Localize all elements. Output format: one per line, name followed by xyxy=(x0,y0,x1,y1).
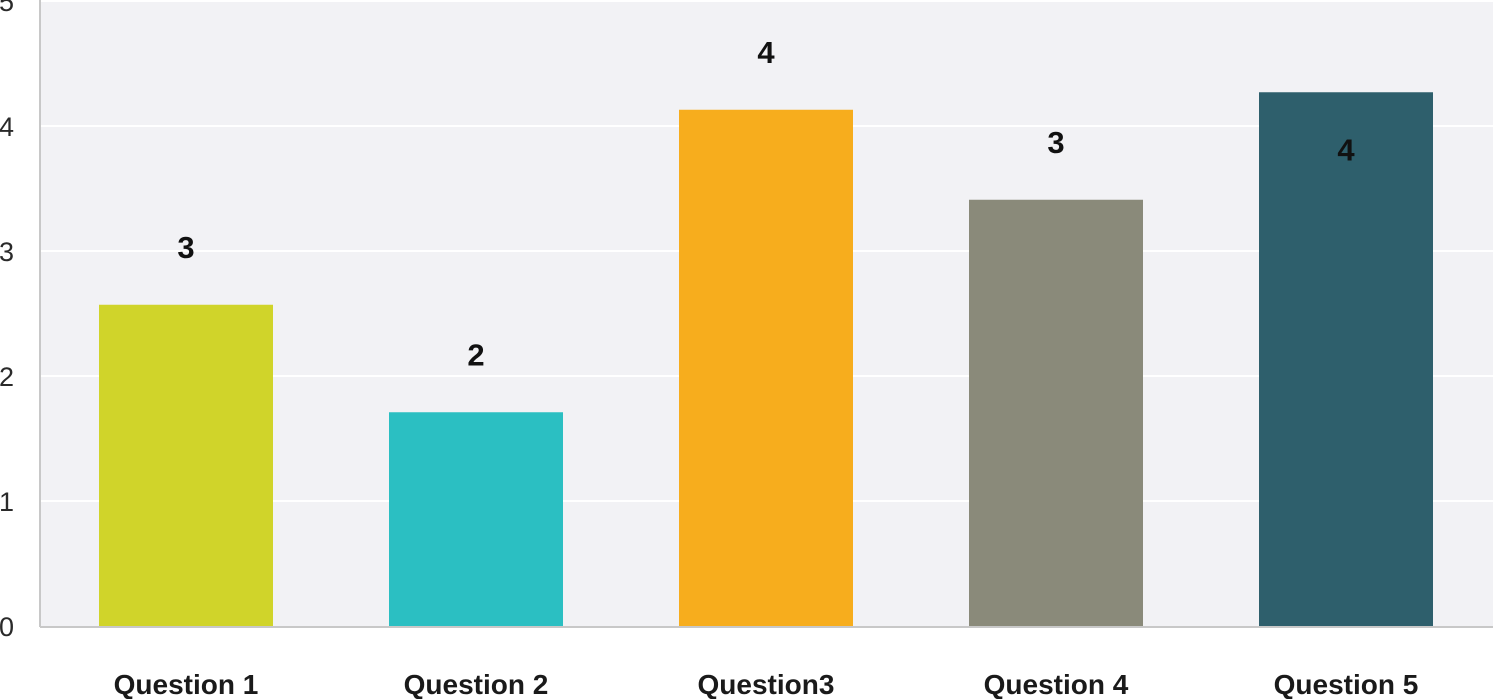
category-label: Question 1 xyxy=(114,669,259,699)
data-label: 4 xyxy=(757,35,775,70)
category-labels: Question 1 Question 2 Question3 Question 4 Q… xyxy=(114,669,1419,699)
bar-1 xyxy=(99,304,273,626)
category-label: Question3 xyxy=(698,669,835,699)
category-label: Question 2 xyxy=(404,669,549,699)
data-label: 3 xyxy=(177,230,194,265)
y-tick-label: 4 xyxy=(0,112,14,142)
category-label: Question 5 xyxy=(1274,669,1419,699)
y-tick-label: 3 xyxy=(0,237,14,267)
data-label: 2 xyxy=(467,337,484,372)
data-label: 3 xyxy=(1047,125,1064,160)
y-tick-labels: 0 1 2 3 4 5 xyxy=(0,0,14,642)
y-tick-label: 1 xyxy=(0,487,14,517)
bar-5 xyxy=(1259,92,1433,626)
bar-4 xyxy=(969,199,1143,626)
bar-3 xyxy=(679,109,853,626)
category-label: Question 4 xyxy=(984,669,1129,699)
data-labels: 3 2 4 3 4 xyxy=(177,35,1355,373)
bars xyxy=(99,92,1433,626)
y-tick-label: 5 xyxy=(0,0,14,17)
y-tick-label: 0 xyxy=(0,612,14,642)
data-label: 4 xyxy=(1337,132,1355,167)
y-tick-label: 2 xyxy=(0,362,14,392)
bar-2 xyxy=(389,412,563,626)
